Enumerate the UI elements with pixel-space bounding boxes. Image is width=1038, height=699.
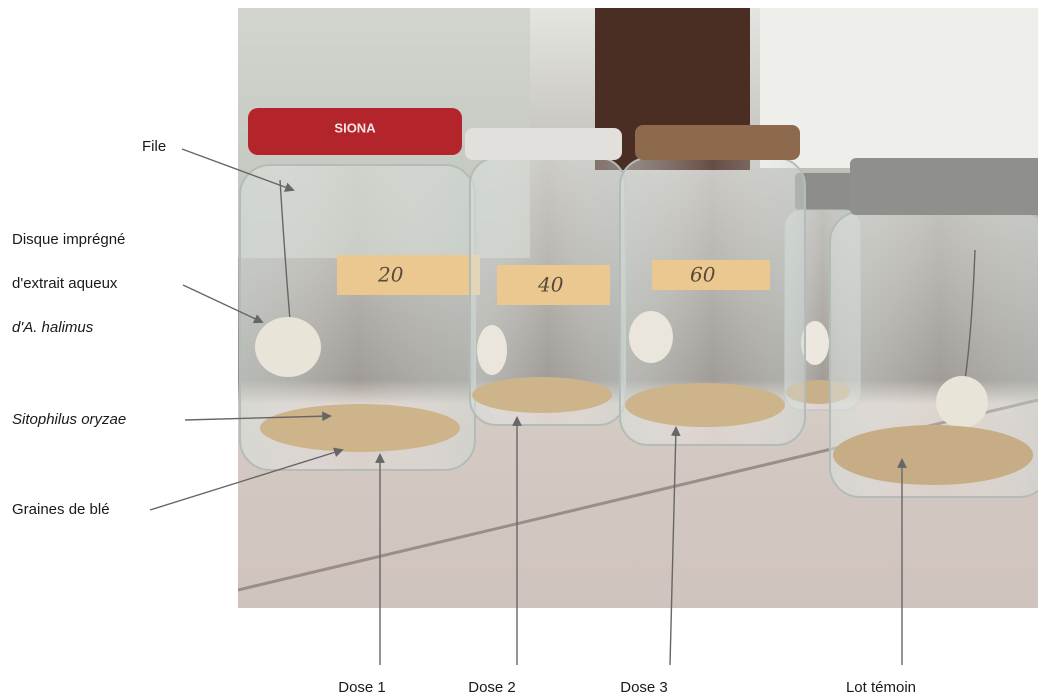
jar-label: 40 bbox=[537, 273, 564, 297]
grains bbox=[472, 377, 612, 413]
jar-label: 20 bbox=[377, 263, 404, 287]
annotation: Disque imprégné bbox=[12, 231, 125, 248]
tape bbox=[497, 265, 610, 305]
annotation: Graines de blé bbox=[12, 501, 110, 518]
jar-label: 60 bbox=[690, 263, 716, 287]
grains bbox=[833, 425, 1033, 485]
disc bbox=[936, 376, 988, 428]
lid bbox=[465, 128, 622, 160]
grains bbox=[625, 383, 785, 427]
annotation: Dose 2 bbox=[468, 679, 516, 696]
lid bbox=[850, 158, 1038, 215]
pointer bbox=[181, 148, 295, 192]
annotation: Dose 1 bbox=[338, 679, 386, 696]
tape bbox=[337, 255, 480, 295]
thread bbox=[964, 249, 976, 381]
photo: SIONA 20 40 60 bbox=[238, 8, 1038, 608]
pointer bbox=[182, 284, 264, 324]
lid bbox=[635, 125, 800, 160]
lid bbox=[795, 173, 857, 210]
grains bbox=[260, 404, 460, 452]
disc bbox=[629, 311, 673, 363]
disc bbox=[477, 325, 507, 375]
pointer bbox=[669, 426, 681, 666]
annotation: File bbox=[142, 138, 166, 155]
thread bbox=[279, 179, 291, 321]
trellis bbox=[760, 8, 1038, 168]
annotation: Lot témoin bbox=[846, 679, 916, 696]
lid bbox=[248, 108, 462, 155]
pointer bbox=[149, 447, 344, 511]
annotation: Sitophilus oryzae bbox=[12, 411, 126, 428]
annotation: d'extrait aqueux bbox=[12, 275, 118, 292]
disc bbox=[801, 321, 829, 365]
disc bbox=[255, 317, 321, 377]
tape bbox=[652, 260, 770, 290]
annotation: Dose 3 bbox=[620, 679, 668, 696]
pointer bbox=[184, 411, 332, 422]
lid-text: SIONA bbox=[334, 120, 376, 135]
annotation: d'A. halimus bbox=[12, 319, 94, 336]
